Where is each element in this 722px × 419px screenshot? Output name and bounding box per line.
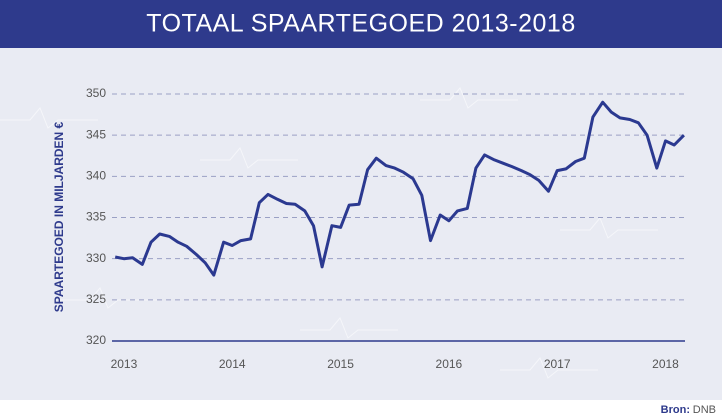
source: DNB [693, 404, 716, 416]
y-axis-label: SPAARTEGOED IN MILJARDEN € [52, 121, 66, 312]
data-line [114, 100, 685, 277]
y-tick-label: 345 [86, 127, 106, 141]
y-tick-label: 330 [86, 251, 106, 265]
y-tick-label: 340 [86, 169, 106, 183]
x-tick-label: 2017 [544, 357, 571, 371]
x-tick-label: 2013 [111, 357, 138, 371]
plot-background [0, 48, 722, 400]
x-tick-label: 2016 [436, 357, 463, 371]
title-banner [0, 0, 722, 48]
x-tick-label: 2015 [327, 357, 354, 371]
y-tick-label: 335 [86, 210, 106, 224]
y-tick-label: 350 [86, 86, 106, 100]
source-label: Bron: [661, 404, 690, 416]
chart-title: TOTAAL SPAARTEGOED 2013-2018 [146, 10, 575, 38]
y-tick-label: 325 [86, 292, 106, 306]
x-tick-label: 2014 [219, 357, 246, 371]
y-tick-label: 320 [86, 333, 106, 347]
background-pattern [0, 87, 658, 379]
x-tick-label: 2018 [652, 357, 679, 371]
